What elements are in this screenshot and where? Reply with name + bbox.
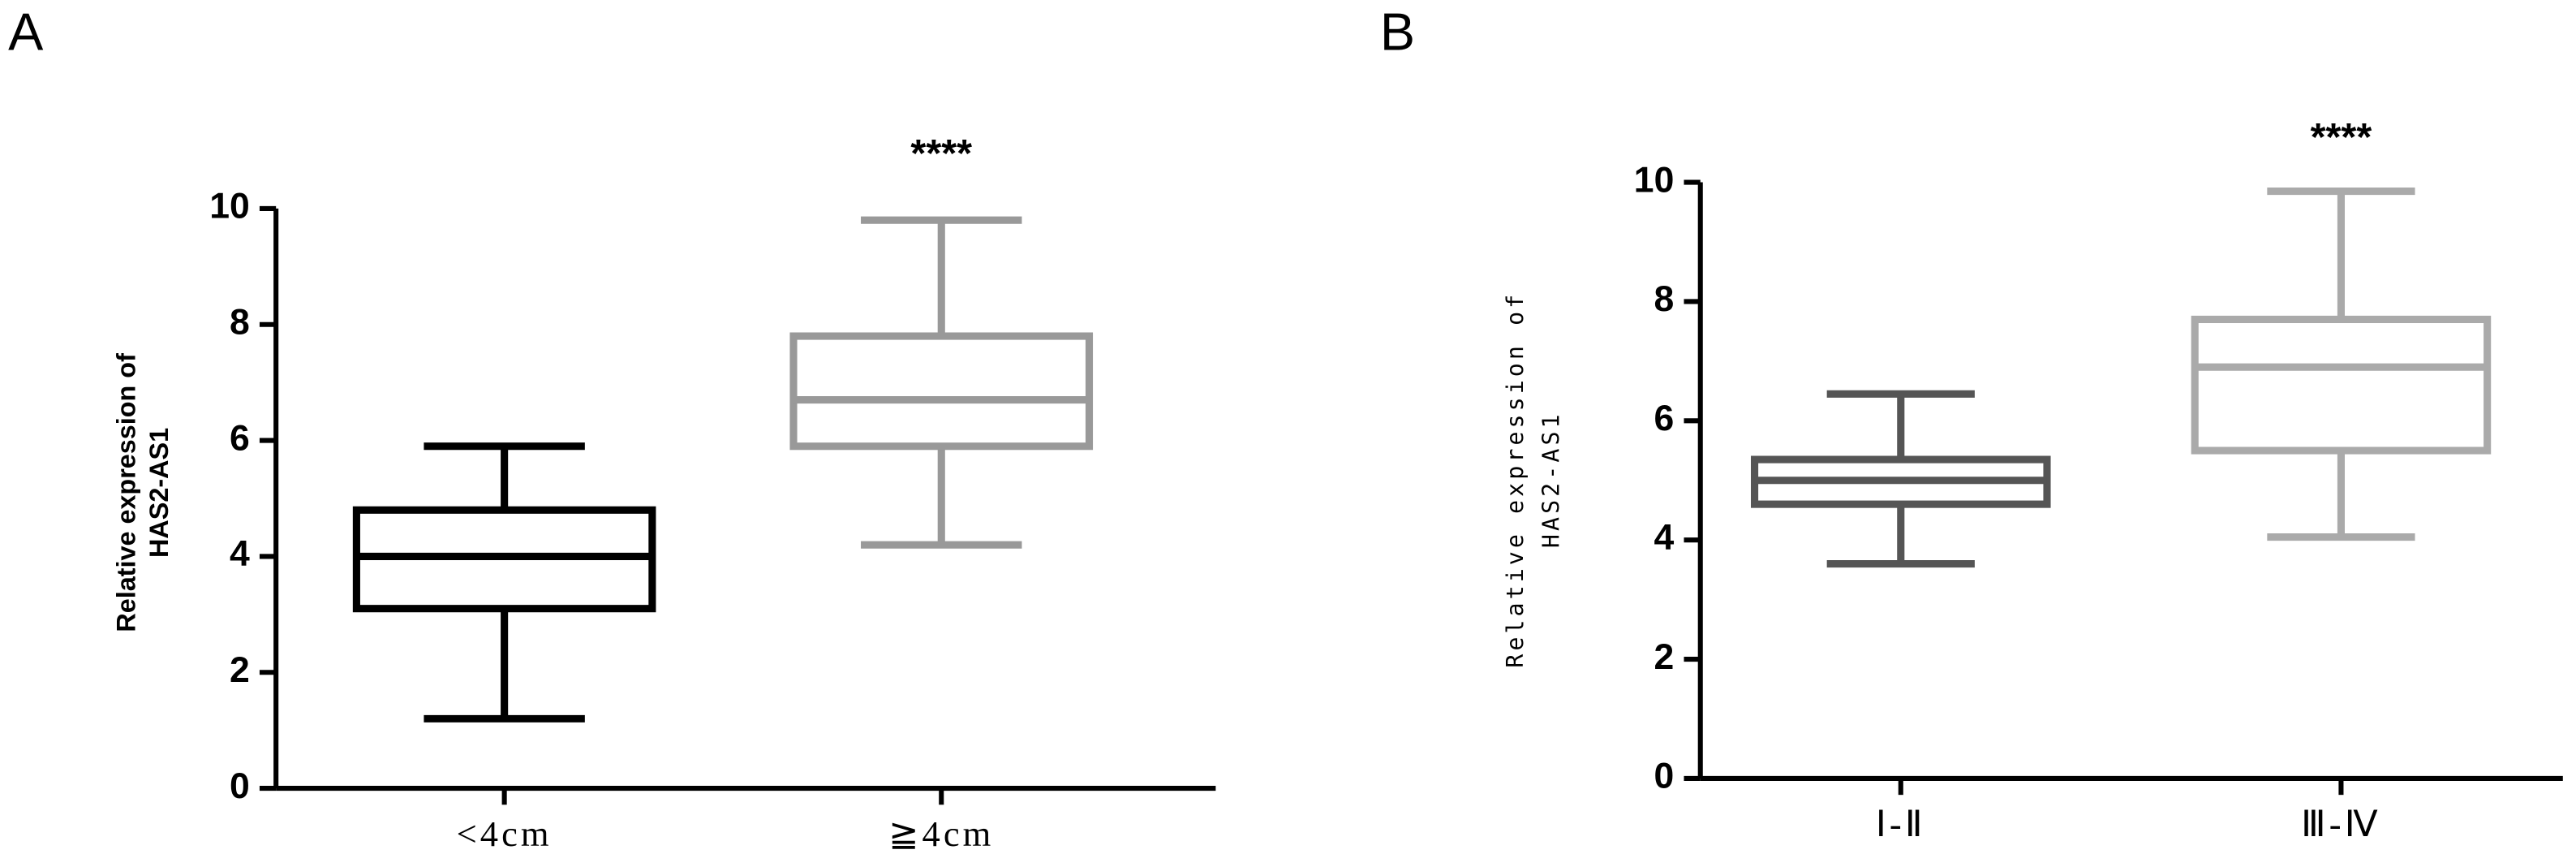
significance: **** bbox=[910, 132, 972, 175]
x-tick-label: ≧4cm bbox=[888, 813, 994, 854]
panel-label: A bbox=[8, 2, 44, 62]
y-axis-label: HAS2-AS1 bbox=[144, 428, 174, 558]
y-tick-label: 2 bbox=[230, 650, 250, 690]
y-tick-label: 6 bbox=[1654, 399, 1675, 438]
y-tick-label: 4 bbox=[1654, 518, 1675, 558]
box bbox=[2191, 315, 2492, 455]
panel-label: B bbox=[1380, 2, 1415, 62]
y-tick-label: 2 bbox=[1654, 637, 1675, 677]
y-tick-label: 0 bbox=[230, 766, 250, 806]
y-tick-label: 10 bbox=[1634, 160, 1675, 200]
y-tick-label: 8 bbox=[230, 303, 250, 343]
y-tick-label: 0 bbox=[1654, 757, 1675, 796]
y-tick-label: 6 bbox=[230, 418, 250, 458]
y-tick-label: 4 bbox=[230, 534, 250, 574]
y-axis-label: Relative expression of bbox=[111, 353, 140, 632]
y-axis-label: Relative expression of bbox=[1502, 291, 1529, 668]
box bbox=[789, 332, 1094, 451]
x-tick-label: Ⅰ-Ⅱ bbox=[1876, 804, 1926, 844]
y-tick-label: 10 bbox=[209, 187, 250, 226]
x-tick-label: <4cm bbox=[457, 813, 553, 854]
y-tick-label: 8 bbox=[1654, 279, 1675, 319]
significance: **** bbox=[2311, 115, 2372, 159]
y-axis-label: HAS2-AS1 bbox=[1537, 411, 1564, 548]
x-tick-label: Ⅲ-Ⅳ bbox=[2301, 804, 2381, 844]
